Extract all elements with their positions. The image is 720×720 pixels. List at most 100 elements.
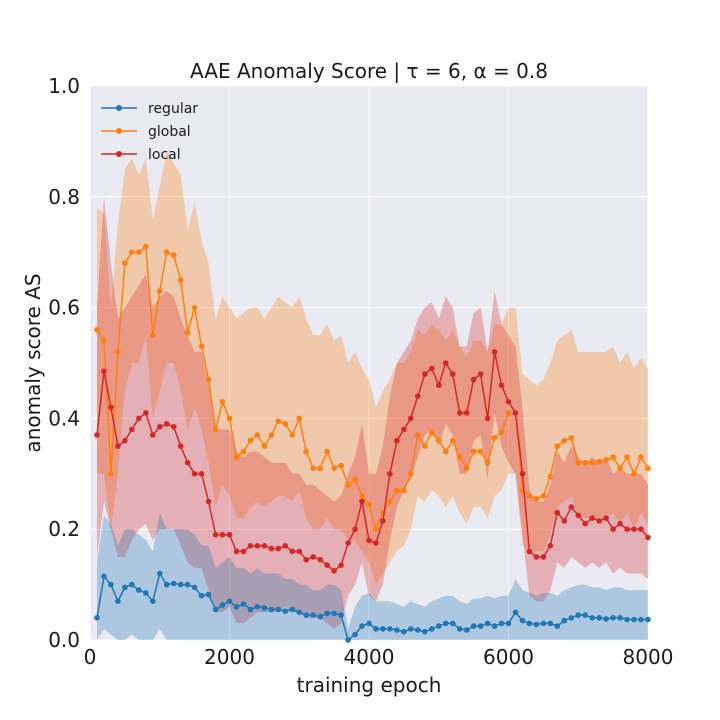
- local-point: [338, 562, 344, 568]
- local-point: [484, 415, 491, 422]
- regular-point: [122, 584, 128, 591]
- regular-point: [547, 620, 554, 627]
- global-point: [122, 260, 128, 267]
- regular-point: [387, 626, 393, 632]
- global-point: [352, 476, 358, 483]
- local-point: [463, 410, 470, 416]
- local-point: [449, 371, 456, 377]
- regular-point: [275, 606, 282, 613]
- regular-point: [491, 623, 498, 629]
- global-point: [422, 443, 428, 449]
- global-point: [561, 437, 568, 444]
- global-point: [303, 448, 310, 455]
- y-tick-label: 1.0: [48, 74, 80, 98]
- local-point: [533, 554, 540, 560]
- global-point: [163, 249, 170, 255]
- global-point: [617, 465, 623, 472]
- global-point: [289, 432, 296, 438]
- global-point: [540, 493, 547, 499]
- global-point: [491, 435, 498, 441]
- local-point: [366, 537, 372, 544]
- global-point: [275, 418, 282, 425]
- global-point: [415, 432, 421, 438]
- x-tick-label: 8000: [623, 645, 674, 669]
- local-point: [317, 556, 324, 563]
- global-point: [582, 459, 588, 466]
- global-point: [324, 448, 330, 455]
- regular-point: [498, 620, 505, 627]
- global-point: [205, 376, 212, 383]
- regular-point: [380, 626, 386, 632]
- legend-marker-local: [116, 151, 122, 157]
- regular-point: [554, 623, 561, 629]
- regular-point: [108, 581, 114, 588]
- y-tick-label: 0.0: [48, 628, 80, 652]
- x-tick-label: 6000: [483, 645, 534, 669]
- x-tick-label: 4000: [344, 645, 395, 669]
- regular-point: [240, 601, 247, 607]
- local-point: [240, 548, 247, 555]
- global-point: [373, 526, 379, 532]
- local-point: [408, 415, 414, 422]
- local-point: [547, 543, 554, 549]
- y-tick-label: 0.4: [48, 406, 80, 430]
- local-point: [554, 509, 561, 516]
- regular-point: [575, 612, 582, 618]
- global-point: [317, 465, 324, 472]
- global-point: [568, 435, 575, 441]
- local-point: [645, 534, 651, 541]
- global-point: [150, 332, 156, 339]
- local-point: [233, 548, 240, 555]
- local-point: [108, 404, 114, 411]
- global-point: [157, 288, 163, 294]
- local-point: [387, 471, 393, 477]
- regular-point: [338, 612, 344, 618]
- regular-point: [191, 584, 198, 591]
- global-point: [212, 426, 219, 433]
- global-point: [366, 501, 372, 508]
- regular-point: [463, 627, 470, 633]
- y-axis-label: anomaly score AS: [21, 273, 45, 452]
- regular-point: [540, 620, 547, 627]
- global-point: [394, 487, 400, 494]
- local-point: [177, 443, 184, 449]
- regular-point: [163, 581, 170, 588]
- local-point: [624, 526, 630, 532]
- local-point: [143, 410, 149, 416]
- global-point: [603, 457, 609, 463]
- local-point: [519, 471, 526, 477]
- regular-point: [303, 612, 310, 618]
- regular-point: [101, 573, 107, 580]
- global-point: [408, 471, 414, 477]
- global-point: [101, 338, 107, 344]
- regular-point: [310, 612, 317, 618]
- regular-point: [456, 626, 463, 632]
- global-point: [533, 495, 540, 502]
- local-point: [94, 432, 100, 438]
- global-point: [254, 432, 261, 438]
- regular-point: [436, 623, 442, 629]
- regular-point: [143, 590, 149, 596]
- global-point: [170, 252, 177, 258]
- local-point: [129, 426, 135, 433]
- regular-point: [331, 610, 337, 617]
- global-point: [338, 462, 344, 469]
- local-point: [380, 518, 386, 524]
- global-point: [240, 448, 247, 455]
- global-point: [219, 399, 226, 405]
- local-band: [97, 196, 648, 629]
- global-point: [345, 482, 351, 488]
- local-point: [324, 562, 330, 568]
- regular-point: [561, 617, 568, 624]
- local-point: [505, 399, 512, 405]
- local-point: [275, 545, 282, 552]
- global-point: [456, 454, 463, 461]
- regular-point: [408, 626, 414, 632]
- global-point: [331, 465, 337, 472]
- local-point: [638, 526, 644, 532]
- local-point: [575, 512, 582, 519]
- regular-point: [115, 598, 121, 604]
- global-point: [442, 448, 449, 455]
- regular-point: [505, 620, 512, 627]
- local-point: [296, 548, 303, 555]
